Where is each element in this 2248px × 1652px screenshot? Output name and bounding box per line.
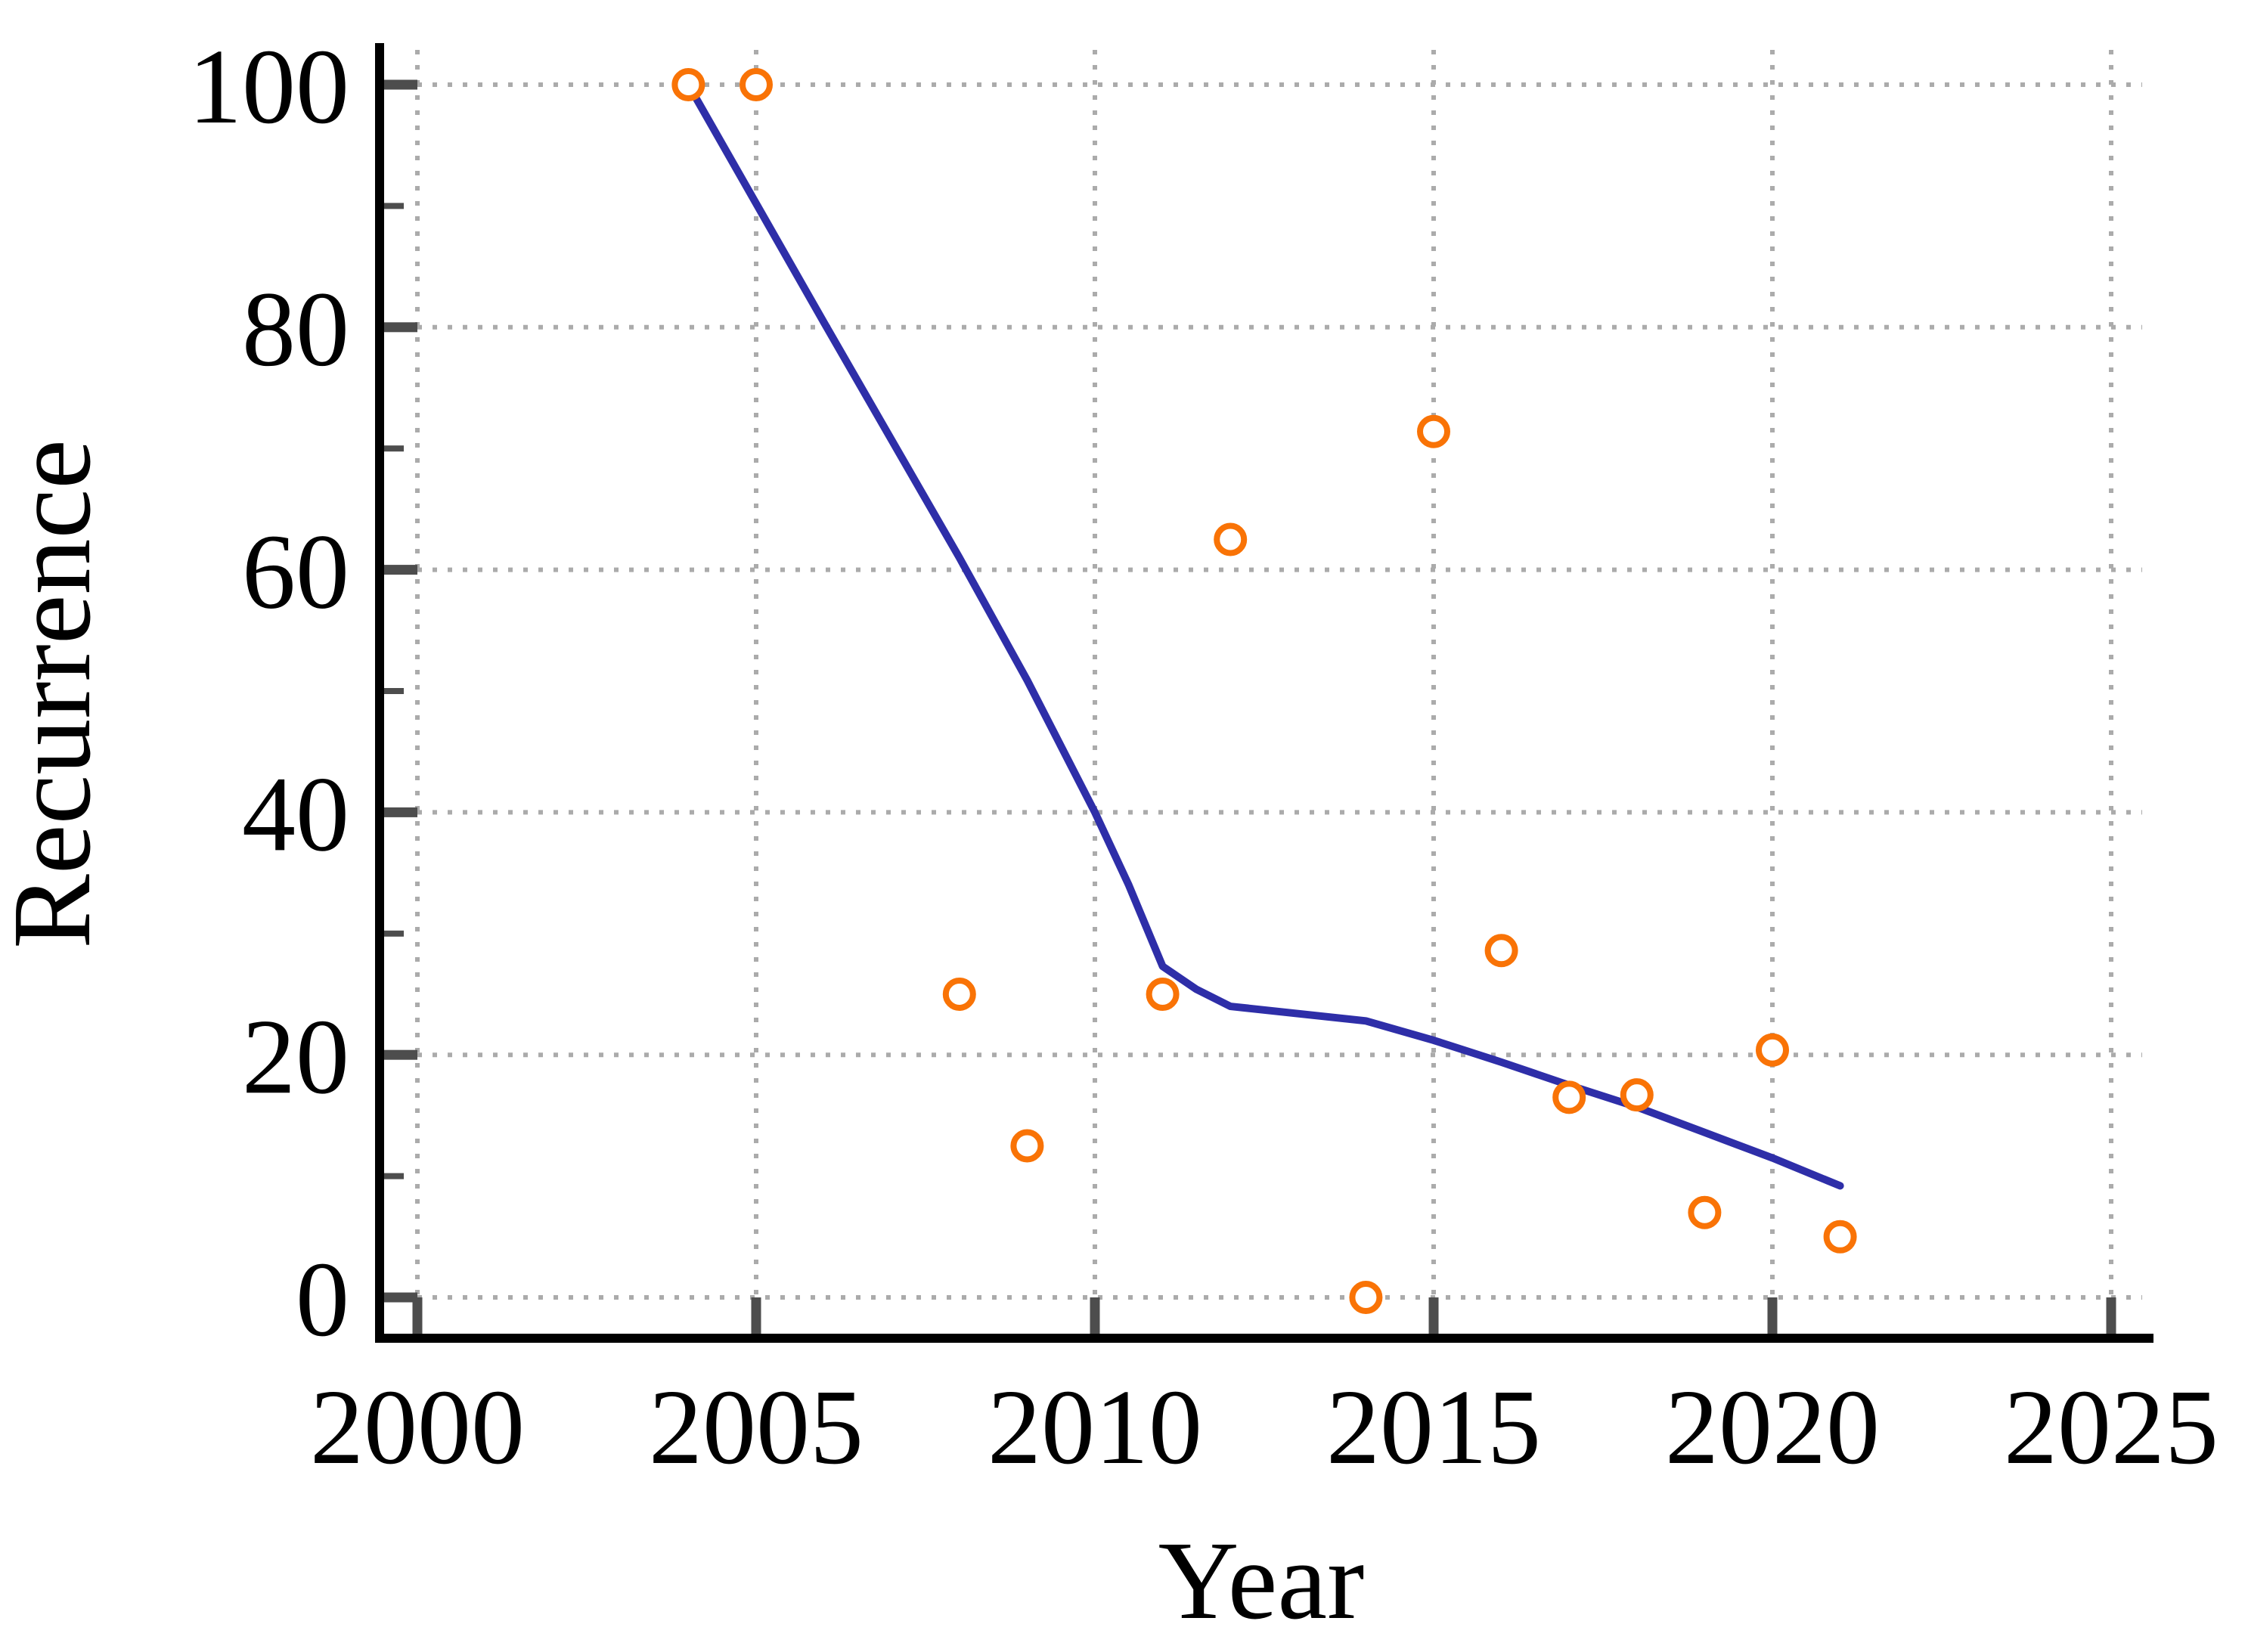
x-major-tick: [412, 1297, 423, 1334]
x-tick-label: 2025: [2004, 1367, 2219, 1486]
y-minor-tick: [384, 1173, 404, 1179]
y-major-tick: [384, 1292, 417, 1303]
y-major-tick: [384, 565, 417, 575]
data-point-circle: [671, 68, 705, 101]
tick-marks: [384, 79, 2116, 1334]
y-minor-tick: [384, 203, 404, 209]
y-major-tick: [384, 322, 417, 333]
x-tick-label: 2010: [988, 1367, 1202, 1486]
data-point-circle: [1552, 1080, 1586, 1114]
x-tick-label: 2020: [1665, 1367, 1880, 1486]
data-point-circle: [1417, 414, 1450, 448]
x-major-tick: [751, 1297, 761, 1334]
data-point-circle: [1010, 1129, 1044, 1163]
y-major-tick: [384, 1049, 417, 1060]
tick-labels: 0 20 40 60 80 100 2000 2005 2010 2015 2020 2025: [188, 26, 2219, 1486]
data-point-circle: [1823, 1220, 1857, 1254]
x-tick-label: 2000: [310, 1367, 525, 1486]
x-major-tick: [2106, 1297, 2116, 1334]
x-major-tick: [1767, 1297, 1778, 1334]
y-minor-tick: [384, 445, 404, 452]
x-tick-label: 2005: [649, 1367, 864, 1486]
y-minor-tick: [384, 930, 404, 937]
y-major-tick: [384, 807, 417, 817]
axis-spines: [375, 43, 2153, 1343]
x-major-tick: [1090, 1297, 1100, 1334]
y-axis-title: Recurrence: [0, 439, 114, 949]
gridlines: [415, 50, 2142, 1300]
data-point-circle: [1214, 522, 1248, 556]
scatter-points-layer: [671, 68, 1857, 1314]
x-major-tick: [1428, 1297, 1439, 1334]
trend-line: [684, 81, 1844, 1190]
data-point-circle: [1349, 1281, 1383, 1314]
data-point-circle: [1620, 1078, 1654, 1112]
data-point-circle: [740, 68, 773, 101]
y-tick-label: 0: [296, 1239, 349, 1359]
data-point-circle: [1484, 934, 1518, 968]
x-tick-label: 2015: [1326, 1367, 1541, 1486]
y-major-tick: [384, 79, 417, 90]
data-point-circle: [1756, 1033, 1789, 1067]
y-tick-label: 20: [242, 996, 349, 1116]
data-point-circle: [942, 978, 976, 1011]
y-minor-tick: [384, 688, 404, 694]
y-tick-label: 60: [242, 512, 349, 631]
y-tick-label: 80: [242, 269, 349, 389]
y-tick-label: 100: [188, 26, 349, 146]
data-point-circle: [1688, 1195, 1722, 1229]
bottom-axis-spine: [375, 1334, 2153, 1343]
data-point-circle: [1146, 978, 1180, 1011]
trend-line-layer: [684, 81, 1844, 1190]
y-tick-label: 40: [242, 754, 349, 873]
x-axis-title: Year: [1158, 1519, 1365, 1643]
left-axis-spine: [375, 43, 384, 1343]
